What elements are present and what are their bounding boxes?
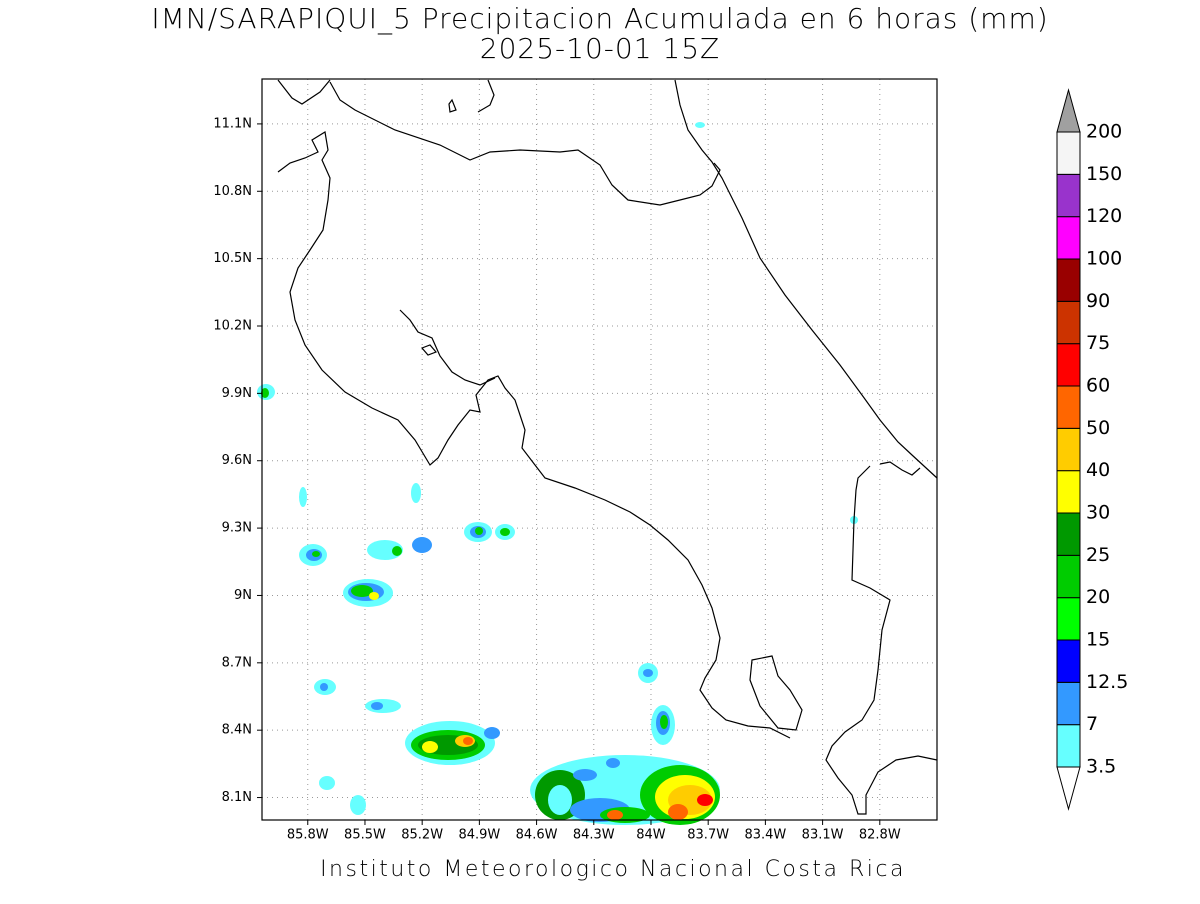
lon-tick-label: 82.8W: [859, 828, 901, 843]
colorbar-label: 120: [1086, 205, 1122, 227]
lat-tick-label: 8.4N: [222, 723, 252, 738]
colorbar-swatch: [1056, 427, 1081, 472]
coastlines: [277, 79, 938, 815]
colorbar-label: 100: [1086, 248, 1122, 270]
lon-tick-label: 84W: [636, 828, 666, 843]
colorbar-label: 25: [1086, 544, 1110, 566]
lat-tick-label: 10.8N: [213, 184, 252, 199]
colorbar-swatch: [1056, 300, 1081, 345]
subtitle: 2025-10-01 15Z: [480, 32, 720, 65]
footer: Instituto Meteorologico Nacional Costa R…: [320, 857, 906, 882]
colorbar: 3.5 7 12.5 15 20 25 30 40 50 60 75 90 100 120 150 200: [1056, 88, 1128, 811]
colorbar-label: 20: [1086, 586, 1110, 608]
colorbar-swatch: [1056, 343, 1081, 387]
colorbar-label: 12.5: [1086, 671, 1128, 693]
colorbar-label: 30: [1086, 502, 1110, 524]
lat-tick-label: 10.2N: [213, 319, 252, 334]
colorbar-label: 75: [1086, 332, 1110, 354]
lat-tick-label: 10.5N: [213, 251, 252, 266]
lon-tick-label: 83.4W: [744, 828, 786, 843]
lat-tick-label: 11.1N: [213, 116, 252, 131]
lon-tick-label: 85.2W: [401, 828, 443, 843]
lon-tick-label: 84.3W: [573, 828, 615, 843]
grid-layer: [262, 79, 937, 820]
colorbar-under: [1056, 766, 1081, 811]
colorbar-swatch: [1056, 597, 1081, 641]
colorbar-swatch: [1056, 639, 1081, 683]
colorbar-swatch: [1056, 724, 1081, 768]
lat-tick-label: 8.1N: [222, 790, 252, 805]
tick-layer: 8.1N 8.4N 8.7N 9N 9.3N 9.6N 9.9N 10.2N 10.5N 10.8…: [213, 116, 901, 842]
map-frame: [261, 78, 938, 821]
colorbar-swatch: [1056, 216, 1081, 260]
colorbar-swatch: [1056, 385, 1081, 429]
lat-tick-label: 9.6N: [222, 453, 252, 468]
lon-tick-label: 83.1W: [802, 828, 844, 843]
colorbar-label: 15: [1086, 629, 1110, 651]
colorbar-swatch: [1056, 258, 1081, 302]
colorbar-swatch: [1056, 173, 1081, 218]
lon-tick-label: 85.8W: [287, 828, 329, 843]
lon-tick-label: 84.9W: [458, 828, 500, 843]
lat-tick-label: 8.7N: [222, 655, 252, 670]
title: IMN/SARAPIQUI_5 Precipitacion Acumulada …: [151, 2, 1048, 36]
lat-tick-label: 9.3N: [222, 521, 252, 536]
lon-tick-label: 85.5W: [344, 828, 386, 843]
colorbar-label: 40: [1086, 459, 1110, 481]
colorbar-swatch: [1056, 470, 1081, 514]
colorbar-label: 150: [1086, 163, 1122, 185]
lon-tick-label: 83.7W: [687, 828, 729, 843]
colorbar-swatch: [1056, 554, 1081, 599]
colorbar-label: 200: [1086, 121, 1122, 143]
lon-tick-label: 84.6W: [516, 828, 558, 843]
colorbar-swatch: [1056, 131, 1081, 175]
colorbar-label: 60: [1086, 375, 1110, 397]
colorbar-label: 7: [1086, 713, 1098, 735]
precipitation-field: [257, 122, 858, 825]
colorbar-label: 90: [1086, 290, 1110, 312]
lat-tick-label: 9N: [234, 588, 252, 603]
lat-tick-label: 9.9N: [222, 386, 252, 401]
colorbar-label: 3.5: [1086, 756, 1116, 778]
colorbar-swatch: [1056, 512, 1081, 556]
colorbar-swatch: [1056, 681, 1081, 726]
colorbar-over: [1056, 88, 1081, 133]
colorbar-label: 50: [1086, 417, 1110, 439]
